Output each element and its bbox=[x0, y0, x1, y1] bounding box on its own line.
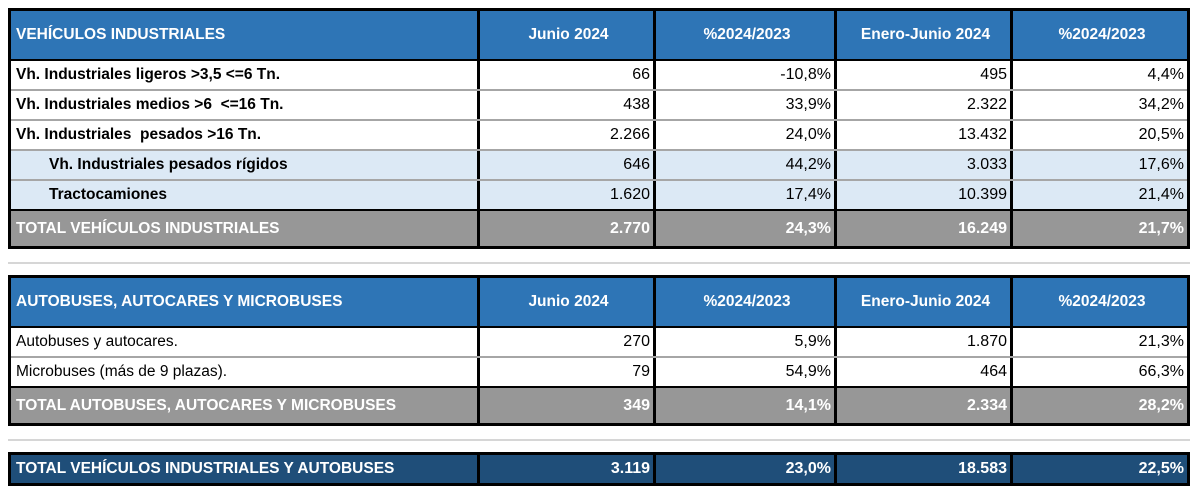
col-header-enero-junio-2024: Enero-Junio 2024 bbox=[834, 11, 1010, 59]
cell-enero-junio: 2.322 bbox=[834, 91, 1010, 119]
cell-enero-junio: 495 bbox=[834, 61, 1010, 89]
row-label: Autobuses y autocares. bbox=[16, 333, 178, 350]
table-row-tractor-trucks: Tractocamiones 1.620 17,4% 10.399 21,4% bbox=[11, 179, 1187, 209]
table-row-microbuses: Microbuses (más de 9 plazas). 79 54,9% 4… bbox=[11, 356, 1187, 386]
table-row-heavy-industrials: Vh. Industriales pesados >16 Tn. 2.266 2… bbox=[11, 119, 1187, 149]
row-label: Vh. Industriales ligeros >3,5 <=6 Tn. bbox=[16, 66, 281, 83]
col-header-pct-ytd: %2024/2023 bbox=[1010, 278, 1187, 326]
cell-pct-month: 17,4% bbox=[653, 181, 834, 209]
table-divider-line bbox=[8, 249, 1190, 264]
table-row-light-industrials: Vh. Industriales ligeros >3,5 <=6 Tn. 66… bbox=[11, 59, 1187, 89]
table-row-buses-coaches: Autobuses y autocares. 270 5,9% 1.870 21… bbox=[11, 326, 1187, 356]
cell-junio-2024: 646 bbox=[477, 151, 653, 179]
cell-junio-2024: 349 bbox=[477, 388, 653, 423]
col-header-junio-2024: Junio 2024 bbox=[477, 11, 653, 59]
cell-pct-month: 14,1% bbox=[653, 388, 834, 423]
cell-pct-ytd: 21,7% bbox=[1010, 211, 1187, 246]
cell-junio-2024: 438 bbox=[477, 91, 653, 119]
cell-pct-ytd: 17,6% bbox=[1010, 151, 1187, 179]
buses-total-row: TOTAL AUTOBUSES, AUTOCARES Y MICROBUSES … bbox=[11, 386, 1187, 423]
col-header-pct-ytd: %2024/2023 bbox=[1010, 11, 1187, 59]
buses-table-title: AUTOBUSES, AUTOCARES Y MICROBUSES bbox=[11, 278, 477, 326]
total-row-label: TOTAL AUTOBUSES, AUTOCARES Y MICROBUSES bbox=[11, 388, 477, 423]
cell-enero-junio: 10.399 bbox=[834, 181, 1010, 209]
cell-pct-ytd: 28,2% bbox=[1010, 388, 1187, 423]
row-label: Microbuses (más de 9 plazas). bbox=[16, 363, 228, 380]
cell-pct-month: -10,8% bbox=[653, 61, 834, 89]
row-label: Vh. Industriales pesados rígidos bbox=[11, 151, 477, 179]
cell-pct-month: 44,2% bbox=[653, 151, 834, 179]
industrial-total-row: TOTAL VEHÍCULOS INDUSTRIALES 2.770 24,3%… bbox=[11, 209, 1187, 246]
row-label: Vh. Industriales medios >6 <=16 Tn. bbox=[16, 96, 284, 113]
grand-total-label: TOTAL VEHÍCULOS INDUSTRIALES Y AUTOBUSES bbox=[11, 455, 477, 483]
cell-enero-junio: 18.583 bbox=[834, 455, 1010, 483]
cell-junio-2024: 1.620 bbox=[477, 181, 653, 209]
cell-pct-ytd: 4,4% bbox=[1010, 61, 1187, 89]
cell-pct-ytd: 66,3% bbox=[1010, 358, 1187, 386]
cell-enero-junio: 16.249 bbox=[834, 211, 1010, 246]
col-header-pct-month: %2024/2023 bbox=[653, 11, 834, 59]
table-row-heavy-rigid: Vh. Industriales pesados rígidos 646 44,… bbox=[11, 149, 1187, 179]
cell-pct-month: 33,9% bbox=[653, 91, 834, 119]
total-row-label: TOTAL VEHÍCULOS INDUSTRIALES bbox=[11, 211, 477, 246]
table-row-medium-industrials: Vh. Industriales medios >6 <=16 Tn. 438 … bbox=[11, 89, 1187, 119]
grand-total-row: TOTAL VEHÍCULOS INDUSTRIALES Y AUTOBUSES… bbox=[11, 455, 1187, 483]
cell-pct-ytd: 20,5% bbox=[1010, 121, 1187, 149]
cell-enero-junio: 464 bbox=[834, 358, 1010, 386]
cell-pct-month: 24,3% bbox=[653, 211, 834, 246]
table-divider-line bbox=[8, 426, 1190, 441]
grand-total-table: TOTAL VEHÍCULOS INDUSTRIALES Y AUTOBUSES… bbox=[8, 452, 1190, 486]
cell-enero-junio: 2.334 bbox=[834, 388, 1010, 423]
cell-junio-2024: 2.266 bbox=[477, 121, 653, 149]
industrial-vehicles-table: VEHÍCULOS INDUSTRIALES Junio 2024 %2024/… bbox=[8, 8, 1190, 249]
industrial-table-title: VEHÍCULOS INDUSTRIALES bbox=[11, 11, 477, 59]
cell-junio-2024: 79 bbox=[477, 358, 653, 386]
col-header-junio-2024: Junio 2024 bbox=[477, 278, 653, 326]
cell-pct-ytd: 34,2% bbox=[1010, 91, 1187, 119]
cell-junio-2024: 3.119 bbox=[477, 455, 653, 483]
row-label: Vh. Industriales pesados >16 Tn. bbox=[16, 126, 262, 143]
industrial-table-header-row: VEHÍCULOS INDUSTRIALES Junio 2024 %2024/… bbox=[11, 11, 1187, 59]
cell-enero-junio: 3.033 bbox=[834, 151, 1010, 179]
cell-pct-month: 54,9% bbox=[653, 358, 834, 386]
cell-junio-2024: 66 bbox=[477, 61, 653, 89]
col-header-enero-junio-2024: Enero-Junio 2024 bbox=[834, 278, 1010, 326]
cell-pct-ytd: 21,4% bbox=[1010, 181, 1187, 209]
cell-pct-month: 23,0% bbox=[653, 455, 834, 483]
col-header-pct-month: %2024/2023 bbox=[653, 278, 834, 326]
cell-pct-month: 5,9% bbox=[653, 328, 834, 356]
cell-pct-ytd: 21,3% bbox=[1010, 328, 1187, 356]
buses-table-header-row: AUTOBUSES, AUTOCARES Y MICROBUSES Junio … bbox=[11, 278, 1187, 326]
cell-enero-junio: 13.432 bbox=[834, 121, 1010, 149]
buses-table: AUTOBUSES, AUTOCARES Y MICROBUSES Junio … bbox=[8, 275, 1190, 426]
row-label: Tractocamiones bbox=[11, 181, 477, 209]
cell-pct-month: 24,0% bbox=[653, 121, 834, 149]
cell-junio-2024: 270 bbox=[477, 328, 653, 356]
cell-junio-2024: 2.770 bbox=[477, 211, 653, 246]
cell-enero-junio: 1.870 bbox=[834, 328, 1010, 356]
cell-pct-ytd: 22,5% bbox=[1010, 455, 1187, 483]
